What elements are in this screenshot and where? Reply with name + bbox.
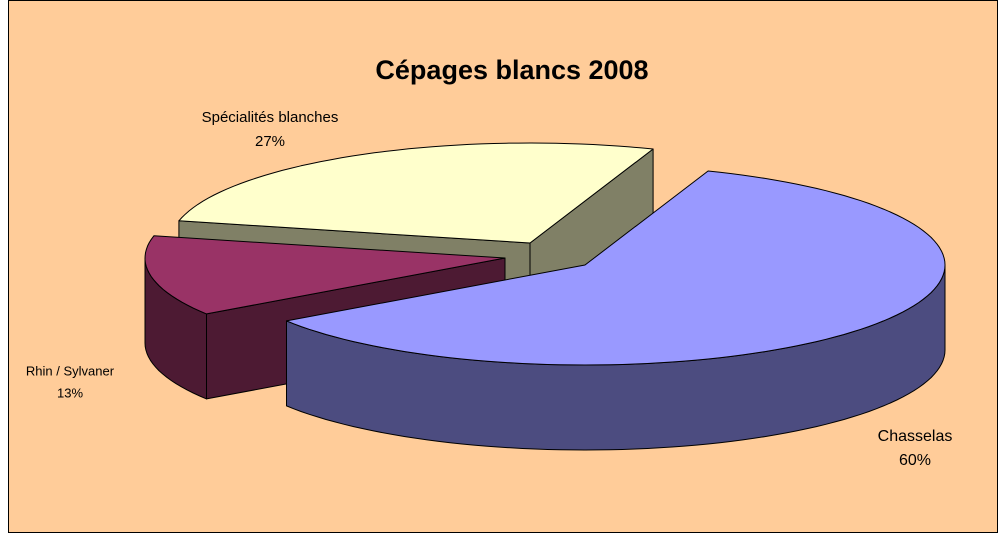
slice-value-label: 27%	[255, 133, 285, 150]
slice-value-label: 13%	[57, 385, 83, 400]
chart-title: Cépages blancs 2008	[375, 55, 648, 85]
slice-label: Rhin / Sylvaner	[26, 363, 115, 378]
slice-value-label: 60%	[899, 452, 931, 469]
slice	[286, 170, 946, 366]
slice	[178, 142, 654, 244]
slice-label: Spécialités blanches	[202, 109, 339, 126]
slice-label: Chasselas	[878, 428, 953, 445]
slice	[144, 235, 506, 315]
